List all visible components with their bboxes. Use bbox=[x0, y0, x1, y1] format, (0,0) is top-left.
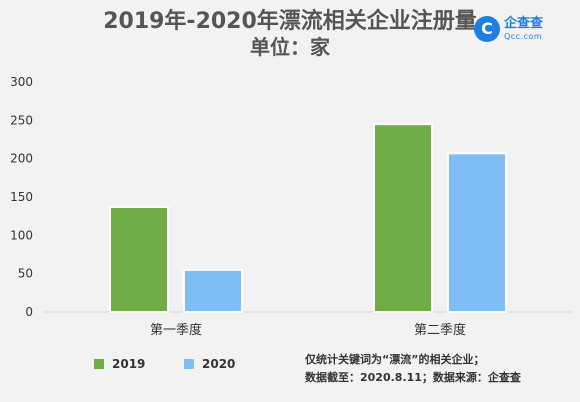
logo-name: 企查查 bbox=[504, 16, 544, 31]
legend-swatch-2020 bbox=[184, 359, 194, 369]
bar-2019-0 bbox=[109, 205, 169, 313]
y-tick-label: 100 bbox=[10, 228, 33, 242]
note-line-1: 仅统计关键词为“漂流”的相关企业； bbox=[305, 353, 485, 366]
y-axis-labels: 0 50 100 150 200 250 300 bbox=[10, 75, 33, 319]
x-axis-labels: 第一季度 第二季度 bbox=[150, 322, 466, 338]
chart-title: 2019年-2020年漂流相关企业注册量 bbox=[103, 9, 477, 34]
y-tick-label: 200 bbox=[10, 152, 33, 166]
bar-2020-0 bbox=[183, 268, 243, 314]
y-tick-label: 300 bbox=[10, 75, 33, 89]
y-tick-label: 150 bbox=[10, 190, 33, 204]
bars bbox=[109, 123, 507, 314]
logo-url: Qcc.com bbox=[504, 32, 543, 41]
bar-2020-1 bbox=[447, 152, 507, 313]
note-line-2: 数据截至：2020.8.11；数据来源：企查查 bbox=[305, 371, 521, 384]
legend-label-2020: 2020 bbox=[202, 357, 236, 371]
x-category-label: 第二季度 bbox=[414, 322, 466, 338]
y-tick-label: 0 bbox=[25, 305, 33, 319]
y-tick-label: 50 bbox=[18, 267, 33, 281]
chart-subtitle: 单位：家 bbox=[250, 35, 330, 59]
legend-label-2019: 2019 bbox=[112, 357, 146, 371]
qcc-logo: C 企查查 Qcc.com bbox=[474, 16, 580, 46]
qcc-c-icon: C bbox=[474, 16, 500, 42]
bar-2019-1 bbox=[373, 123, 433, 313]
legend-swatch-2019 bbox=[94, 359, 104, 369]
y-tick-label: 250 bbox=[10, 113, 33, 127]
x-category-label: 第一季度 bbox=[150, 322, 202, 338]
